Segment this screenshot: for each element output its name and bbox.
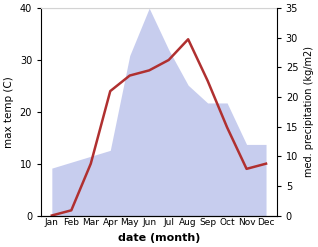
Y-axis label: max temp (C): max temp (C) (4, 76, 14, 148)
X-axis label: date (month): date (month) (118, 233, 200, 243)
Y-axis label: med. precipitation (kg/m2): med. precipitation (kg/m2) (304, 46, 314, 177)
